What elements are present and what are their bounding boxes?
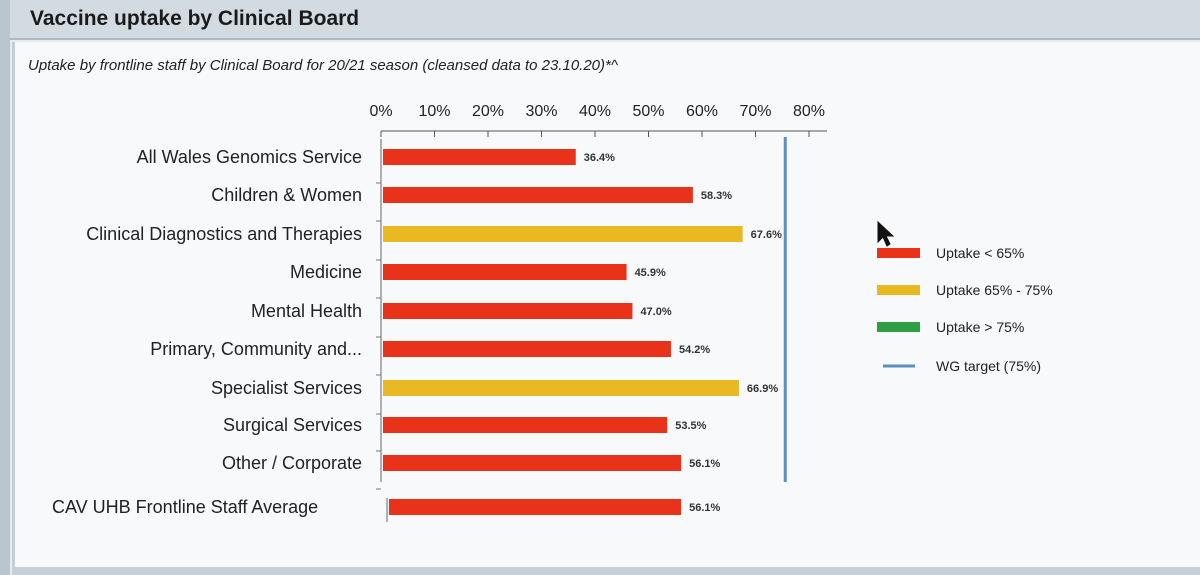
- legend-label: Uptake < 65%: [936, 245, 1024, 261]
- data-label: 66.9%: [747, 383, 778, 395]
- bar: [383, 380, 739, 396]
- data-label: 54.2%: [679, 344, 710, 356]
- left-rule: [0, 0, 10, 575]
- x-tick-label: 60%: [686, 103, 718, 120]
- bar: [383, 187, 693, 203]
- category-label: CAV UHB Frontline Staff Average: [52, 497, 318, 517]
- x-tick-label: 70%: [739, 103, 771, 120]
- data-label: 67.6%: [751, 229, 782, 241]
- x-tick-label: 0%: [369, 103, 392, 120]
- legend-swatch: [877, 248, 920, 258]
- category-label: Clinical Diagnostics and Therapies: [86, 224, 362, 244]
- data-label: 47.0%: [640, 306, 671, 318]
- data-label: 56.1%: [689, 458, 720, 470]
- x-tick-label: 80%: [793, 103, 825, 120]
- data-label: 58.3%: [701, 190, 732, 202]
- category-label: Medicine: [290, 262, 362, 282]
- category-label: Specialist Services: [211, 378, 362, 398]
- bar: [383, 455, 682, 471]
- category-label: All Wales Genomics Service: [137, 147, 362, 167]
- x-tick-label: 50%: [632, 103, 664, 120]
- legend-swatch: [877, 322, 920, 332]
- legend-label: WG target (75%): [936, 358, 1041, 374]
- chart-subtitle: Uptake by frontline staff by Clinical Bo…: [28, 57, 618, 74]
- bottom-band: [12, 567, 1200, 575]
- x-tick-label: 20%: [472, 103, 504, 120]
- category-label: Children & Women: [211, 185, 362, 205]
- x-tick-label: 40%: [579, 103, 611, 120]
- category-label: Other / Corporate: [222, 453, 362, 473]
- category-label: Surgical Services: [223, 415, 362, 435]
- data-label: 36.4%: [584, 152, 615, 164]
- x-tick-label: 30%: [525, 103, 557, 120]
- category-label: Primary, Community and...: [150, 339, 362, 359]
- bar: [383, 226, 743, 242]
- x-tick-label: 10%: [418, 103, 450, 120]
- bar: [389, 499, 682, 515]
- data-label: 56.1%: [689, 502, 720, 514]
- cursor-arrow-icon: [877, 220, 895, 247]
- bar: [383, 341, 671, 357]
- legend-label: Uptake 65% - 75%: [936, 282, 1053, 298]
- bar: [383, 417, 668, 433]
- header-band: Vaccine uptake by Clinical Board: [10, 0, 1200, 40]
- bar: [383, 264, 627, 280]
- data-label: 45.9%: [635, 267, 666, 279]
- legend-swatch: [877, 285, 920, 295]
- page-title: Vaccine uptake by Clinical Board: [30, 7, 360, 30]
- bar: [383, 149, 576, 165]
- category-label: Mental Health: [251, 301, 362, 321]
- bar: [383, 303, 633, 319]
- data-label: 53.5%: [675, 420, 706, 432]
- legend-label: Uptake > 75%: [936, 319, 1024, 335]
